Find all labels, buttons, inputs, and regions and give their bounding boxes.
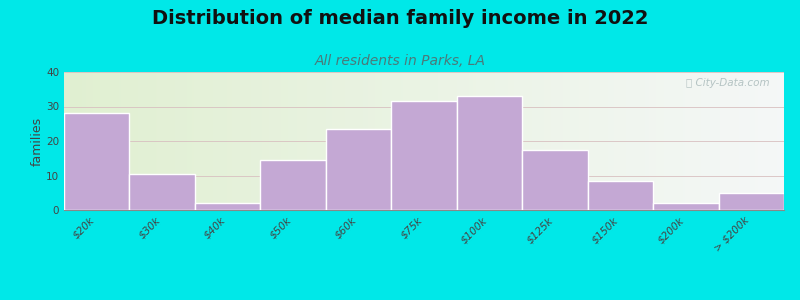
Y-axis label: families: families — [30, 116, 43, 166]
Text: All residents in Parks, LA: All residents in Parks, LA — [314, 54, 486, 68]
Bar — [522, 150, 588, 210]
Bar — [457, 96, 522, 210]
Bar — [64, 113, 130, 210]
Bar — [653, 203, 718, 210]
Bar — [588, 181, 653, 210]
Bar — [130, 174, 195, 210]
Bar — [326, 129, 391, 210]
Bar — [391, 101, 457, 210]
Bar — [195, 203, 260, 210]
Text: ⓘ City-Data.com: ⓘ City-Data.com — [686, 77, 770, 88]
Bar — [260, 160, 326, 210]
Text: Distribution of median family income in 2022: Distribution of median family income in … — [152, 9, 648, 28]
Bar — [718, 193, 784, 210]
